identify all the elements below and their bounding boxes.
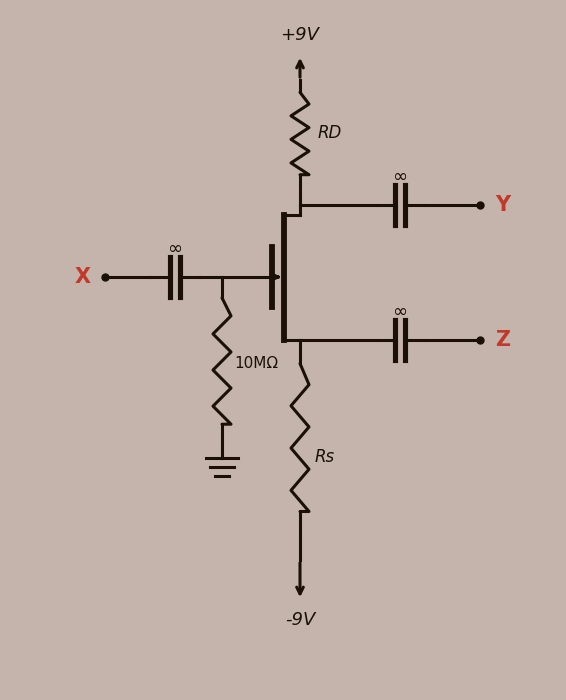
Text: Z: Z	[495, 330, 510, 350]
Text: ∞: ∞	[392, 168, 408, 186]
Text: RD: RD	[318, 124, 342, 142]
Text: Y: Y	[495, 195, 510, 215]
Text: ∞: ∞	[392, 303, 408, 321]
Text: X: X	[75, 267, 91, 287]
Text: Rs: Rs	[315, 448, 335, 466]
Text: 10MΩ: 10MΩ	[234, 356, 278, 370]
Text: ∞: ∞	[168, 240, 182, 258]
Text: +9V: +9V	[281, 26, 319, 44]
Text: -9V: -9V	[285, 611, 315, 629]
